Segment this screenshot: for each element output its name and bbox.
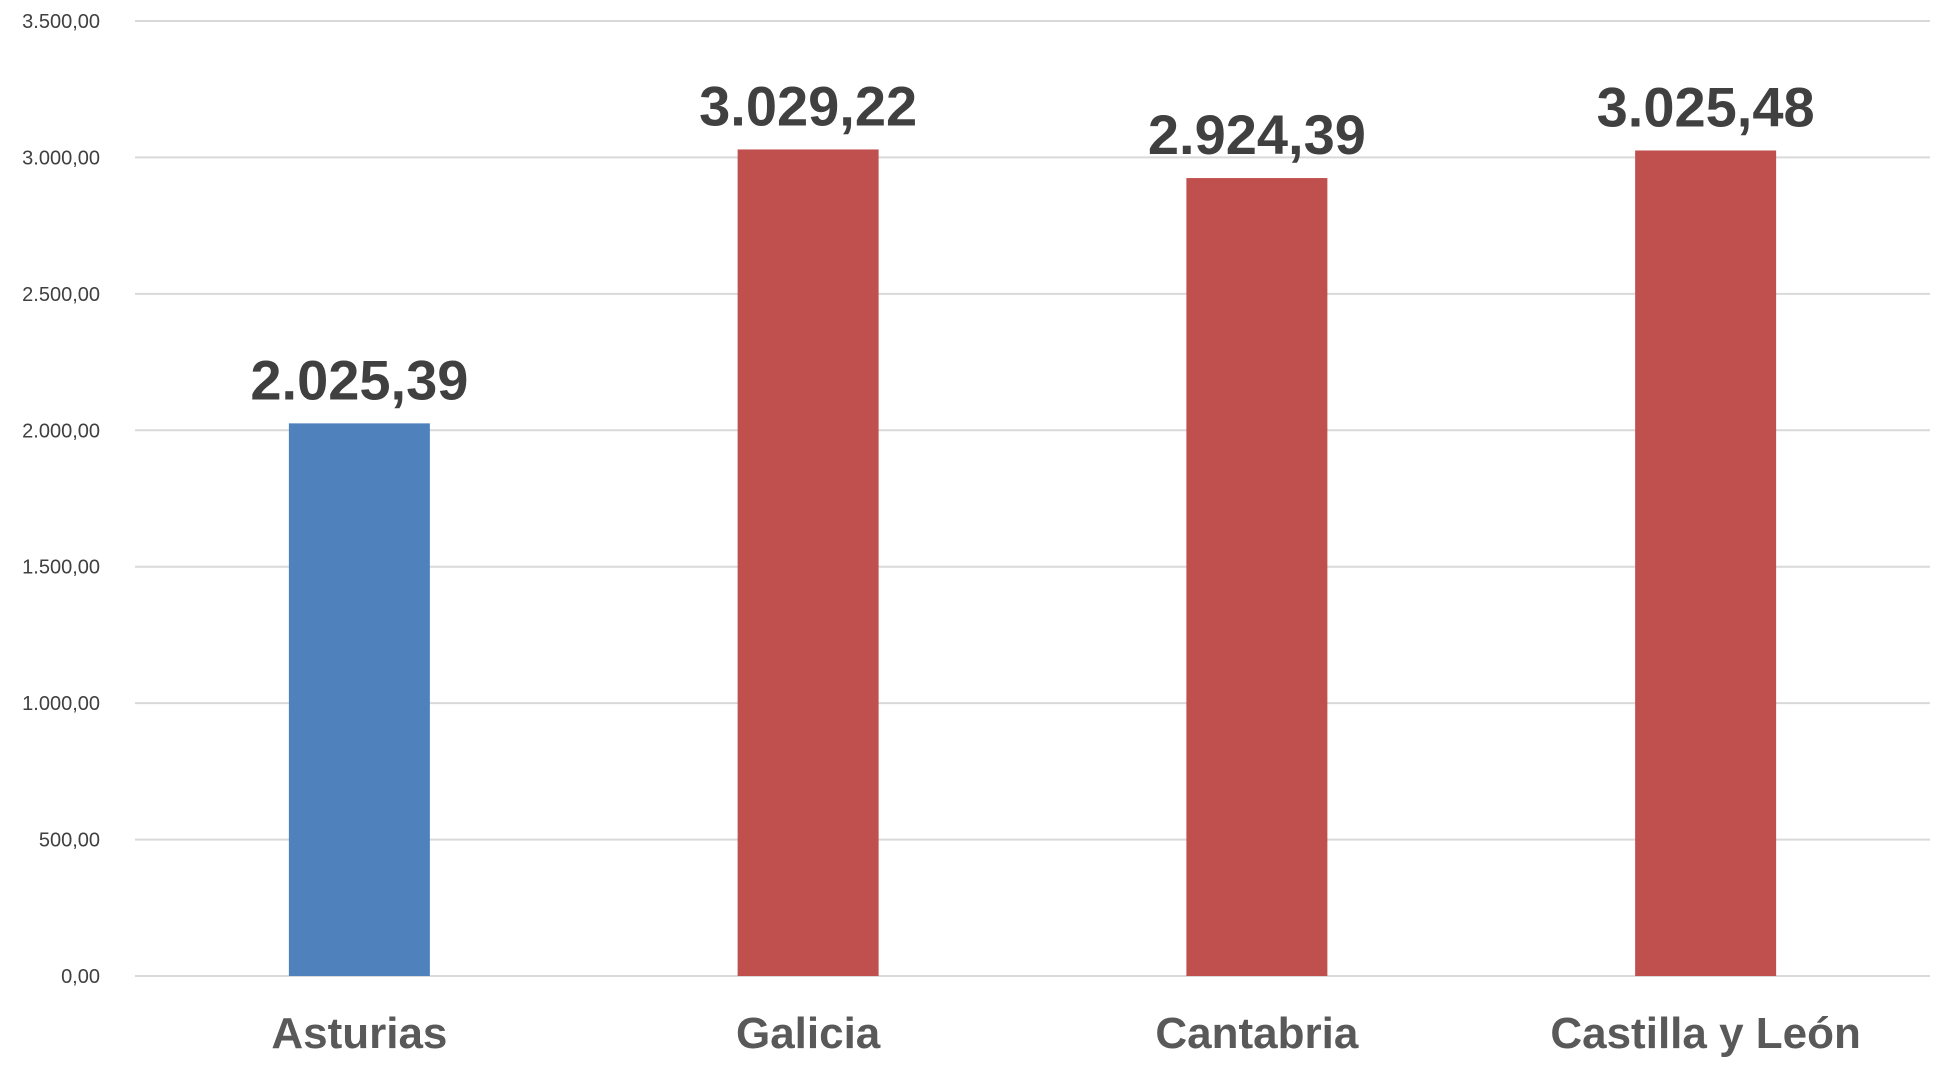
y-tick-label: 3.000,00 xyxy=(22,147,100,169)
bars xyxy=(288,149,1777,976)
data-label: 2.924,39 xyxy=(1148,103,1366,166)
y-tick-label: 500,00 xyxy=(39,830,100,852)
bar xyxy=(737,149,879,976)
y-tick-label: 0,00 xyxy=(61,966,100,988)
x-tick-label: Asturias xyxy=(271,1009,447,1058)
gridlines xyxy=(135,20,1930,977)
y-tick-label: 3.500,00 xyxy=(22,11,100,33)
y-tick-label: 1.500,00 xyxy=(22,557,100,579)
data-label: 2.025,39 xyxy=(250,348,468,411)
x-tick-label: Cantabria xyxy=(1155,1009,1358,1058)
bar xyxy=(1186,178,1328,976)
y-tick-label: 2.500,00 xyxy=(22,284,100,306)
y-tick-label: 1.000,00 xyxy=(22,693,100,715)
bar xyxy=(1635,150,1777,976)
data-label: 3.025,48 xyxy=(1597,75,1815,138)
data-label: 3.029,22 xyxy=(699,74,917,137)
bar xyxy=(288,423,430,976)
y-axis-ticks: 0,00 500,00 1.000,00 1.500,00 2.000,00 2.500,… xyxy=(22,11,100,988)
data-labels: 2.025,39 3.029,22 2.924,39 3.025,48 xyxy=(250,74,1814,411)
x-axis-ticks: Asturias Galicia Cantabria Castilla y León xyxy=(271,1009,1861,1058)
x-tick-label: Galicia xyxy=(736,1009,881,1058)
y-tick-label: 2.000,00 xyxy=(22,420,100,442)
x-tick-label: Castilla y León xyxy=(1550,1009,1861,1058)
